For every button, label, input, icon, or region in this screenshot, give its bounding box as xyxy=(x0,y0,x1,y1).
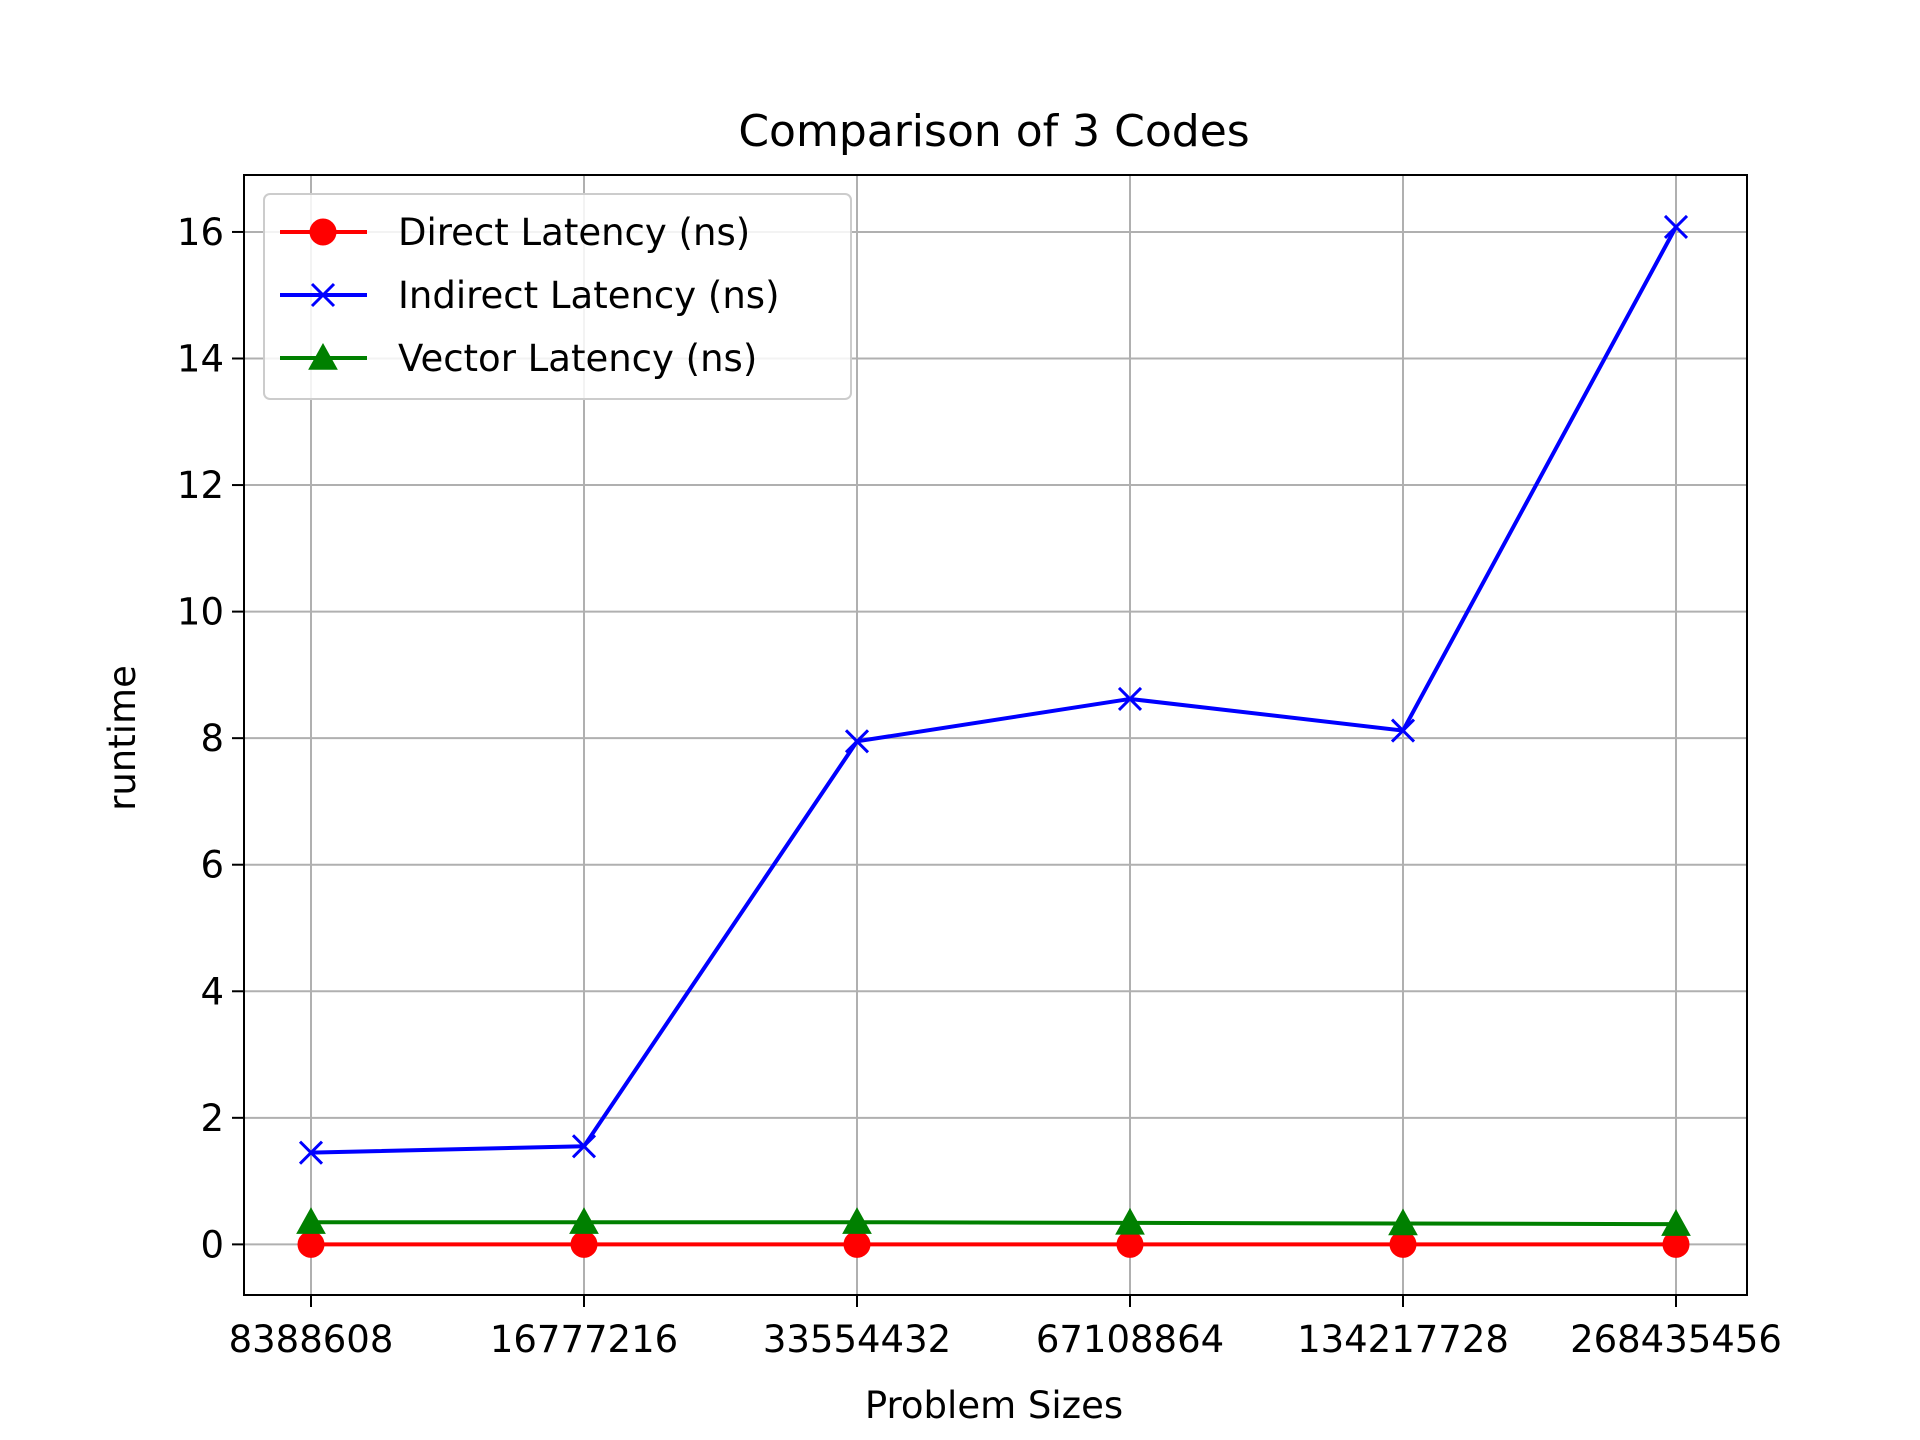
data-point-triangle xyxy=(296,1207,326,1234)
grid-layer xyxy=(244,175,1747,1295)
legend-marker-triangle xyxy=(308,342,338,370)
data-point-x xyxy=(844,729,870,754)
x-tick-label: 268435456 xyxy=(1570,1318,1782,1361)
y-tick-label: 4 xyxy=(200,970,224,1013)
data-point-x xyxy=(298,1140,324,1165)
chart-title: Comparison of 3 Codes xyxy=(738,106,1249,157)
x-tick-label: 33554432 xyxy=(763,1318,951,1361)
data-point-triangle xyxy=(569,1207,599,1234)
y-tick-label: 8 xyxy=(200,717,224,760)
data-point-circle xyxy=(843,1230,871,1258)
series-direct-latency-ns xyxy=(297,1230,1690,1258)
y-tick-label: 0 xyxy=(200,1223,224,1266)
series-layer xyxy=(296,214,1691,1258)
data-point-circle xyxy=(1116,1230,1144,1258)
x-axis-title: Problem Sizes xyxy=(865,1384,1123,1427)
data-point-circle xyxy=(1389,1230,1417,1258)
y-tick-label: 2 xyxy=(200,1097,224,1140)
legend-label: Vector Latency (ns) xyxy=(398,337,757,380)
series-line xyxy=(311,1220,1677,1227)
data-point-x xyxy=(571,1134,597,1159)
data-point-triangle xyxy=(1661,1209,1691,1236)
legend-box xyxy=(263,193,852,400)
data-point-triangle xyxy=(842,1207,872,1234)
ticks-layer: 8388608 16777216 33554432 67108864 134217728… xyxy=(177,211,1782,1361)
data-point-circle xyxy=(570,1230,598,1258)
data-point-x xyxy=(1117,686,1143,711)
data-point-triangle xyxy=(1115,1207,1145,1235)
data-point-triangle xyxy=(1388,1208,1418,1236)
y-tick-label: 10 xyxy=(177,591,224,634)
plot-frame xyxy=(243,174,1748,1296)
legend-label: Direct Latency (ns) xyxy=(398,211,750,254)
legend-marker-x xyxy=(310,282,336,308)
series-line xyxy=(310,225,1678,1155)
legend: Direct Latency (ns) Indirect Latency (ns)… xyxy=(263,193,852,400)
y-tick-label: 12 xyxy=(177,464,224,507)
legend-label: Indirect Latency (ns) xyxy=(398,274,780,317)
y-tick-label: 6 xyxy=(200,844,224,887)
x-tick-label: 16777216 xyxy=(490,1318,678,1361)
y-tick-label: 14 xyxy=(177,338,224,381)
x-tick-label: 67108864 xyxy=(1036,1318,1224,1361)
data-point-x xyxy=(1663,214,1689,239)
series-vector-latency-ns xyxy=(296,1207,1691,1236)
legend-marker-circle xyxy=(309,218,337,246)
x-tick-label: 134217728 xyxy=(1297,1318,1509,1361)
series-indirect-latency-ns xyxy=(298,214,1689,1165)
y-axis-title: runtime xyxy=(101,665,144,811)
data-point-circle xyxy=(297,1230,325,1258)
x-tick-label: 8388608 xyxy=(229,1318,394,1361)
data-point-x xyxy=(1390,718,1416,743)
y-tick-label: 16 xyxy=(177,211,224,254)
